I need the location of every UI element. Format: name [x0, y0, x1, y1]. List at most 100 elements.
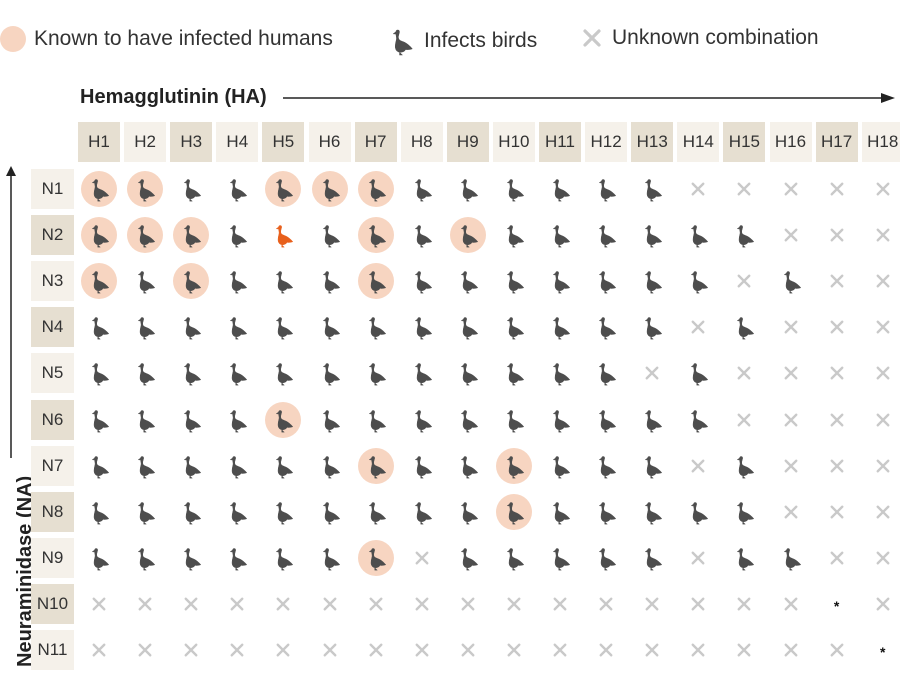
cell-h10n10: [491, 581, 537, 627]
cell-h1n1: [76, 166, 122, 212]
na-axis-arrow: [6, 166, 16, 458]
x-icon: [876, 459, 890, 473]
cell-h18n7: [860, 443, 900, 489]
cell-h2n10: [122, 581, 168, 627]
bird-icon: [599, 409, 617, 432]
cell-h13n6: [629, 397, 675, 443]
x-icon: [830, 459, 844, 473]
bird-icon: [368, 409, 386, 432]
cell-h8n4: [399, 304, 445, 350]
column-header-h1: H1: [78, 122, 120, 162]
cell-h8n3: [399, 258, 445, 304]
cell-h10n3: [491, 258, 537, 304]
cell-h10n8: [491, 489, 537, 535]
bird-icon: [322, 225, 340, 248]
bird-icon: [414, 179, 432, 202]
x-icon: [737, 274, 751, 288]
cell-h9n1: [445, 166, 491, 212]
bird-icon: [138, 409, 156, 432]
cell-h12n9: [583, 535, 629, 581]
cell-h6n3: [307, 258, 353, 304]
bird-icon: [460, 548, 478, 571]
bird-icon: [92, 363, 109, 386]
bird-icon: [230, 363, 248, 386]
row-header-n10: N10: [31, 583, 74, 624]
cell-h9n4: [445, 304, 491, 350]
cell-h1n6: [76, 397, 122, 443]
cell-h18n3: [860, 258, 900, 304]
cell-h18n4: [860, 304, 900, 350]
cell-h9n3: [445, 258, 491, 304]
x-icon: [691, 643, 705, 657]
bird-icon: [645, 317, 663, 340]
cell-h17n1: [814, 166, 860, 212]
x-icon: [830, 182, 844, 196]
bird-icon: [368, 271, 386, 294]
human-circle-icon: [0, 26, 26, 52]
cell-h4n2: [214, 212, 260, 258]
cell-h10n2: [491, 212, 537, 258]
cell-h13n1: [629, 166, 675, 212]
cell-h7n5: [353, 350, 399, 396]
bird-icon: [184, 409, 202, 432]
cell-h9n2: [445, 212, 491, 258]
cell-h11n6: [537, 397, 583, 443]
bird-icon: [645, 548, 663, 571]
x-icon: [415, 643, 429, 657]
bird-icon: [460, 179, 478, 202]
bird-icon: [184, 271, 202, 294]
bird-icon: [553, 409, 570, 432]
ha-axis-arrow: [283, 93, 895, 103]
cell-h15n10: [721, 581, 767, 627]
cell-h15n8: [721, 489, 767, 535]
x-icon: [830, 320, 844, 334]
x-icon: [553, 597, 567, 611]
cell-h5n10: [260, 581, 306, 627]
cell-h2n2: [122, 212, 168, 258]
x-icon: [876, 505, 890, 519]
bird-icon: [645, 271, 663, 294]
x-icon: [369, 597, 383, 611]
cell-h7n6: [353, 397, 399, 443]
x-icon: [507, 597, 521, 611]
bird-icon: [783, 271, 801, 294]
cell-h3n6: [168, 397, 214, 443]
cell-h1n2: [76, 212, 122, 258]
cell-h11n7: [537, 443, 583, 489]
x-icon: [784, 366, 797, 380]
cell-h4n4: [214, 304, 260, 350]
cell-h14n7: [675, 443, 721, 489]
cell-h3n2: [168, 212, 214, 258]
x-icon: [599, 597, 613, 611]
bird-icon: [737, 501, 755, 525]
bird-icon: [322, 363, 340, 386]
x-icon: [415, 551, 429, 565]
bird-icon: [322, 501, 340, 525]
cell-h16n5: [768, 350, 814, 396]
bird-icon: [138, 317, 156, 340]
bird-icon: [460, 225, 478, 248]
cell-h11n10: [537, 581, 583, 627]
bird-icon: [138, 179, 156, 202]
cell-h13n8: [629, 489, 675, 535]
x-icon: [784, 182, 797, 196]
cell-h7n3: [353, 258, 399, 304]
x-icon: [138, 643, 152, 657]
cell-h14n2: [675, 212, 721, 258]
bird-icon: [691, 225, 709, 248]
x-icon: [645, 643, 659, 657]
cell-h4n10: [214, 581, 260, 627]
bird-icon: [92, 179, 109, 202]
column-header-h13: H13: [631, 122, 674, 162]
bird-icon: [138, 455, 156, 478]
row-header-n6: N6: [31, 399, 74, 440]
cell-h1n7: [76, 443, 122, 489]
x-icon: [230, 597, 244, 611]
x-icon: [784, 505, 797, 519]
cell-h7n9: [353, 535, 399, 581]
x-icon: [784, 228, 797, 242]
bird-icon: [507, 271, 524, 294]
legend-label-unknown: Unknown combination: [612, 26, 819, 49]
cell-h7n10: [353, 581, 399, 627]
cell-h9n5: [445, 350, 491, 396]
